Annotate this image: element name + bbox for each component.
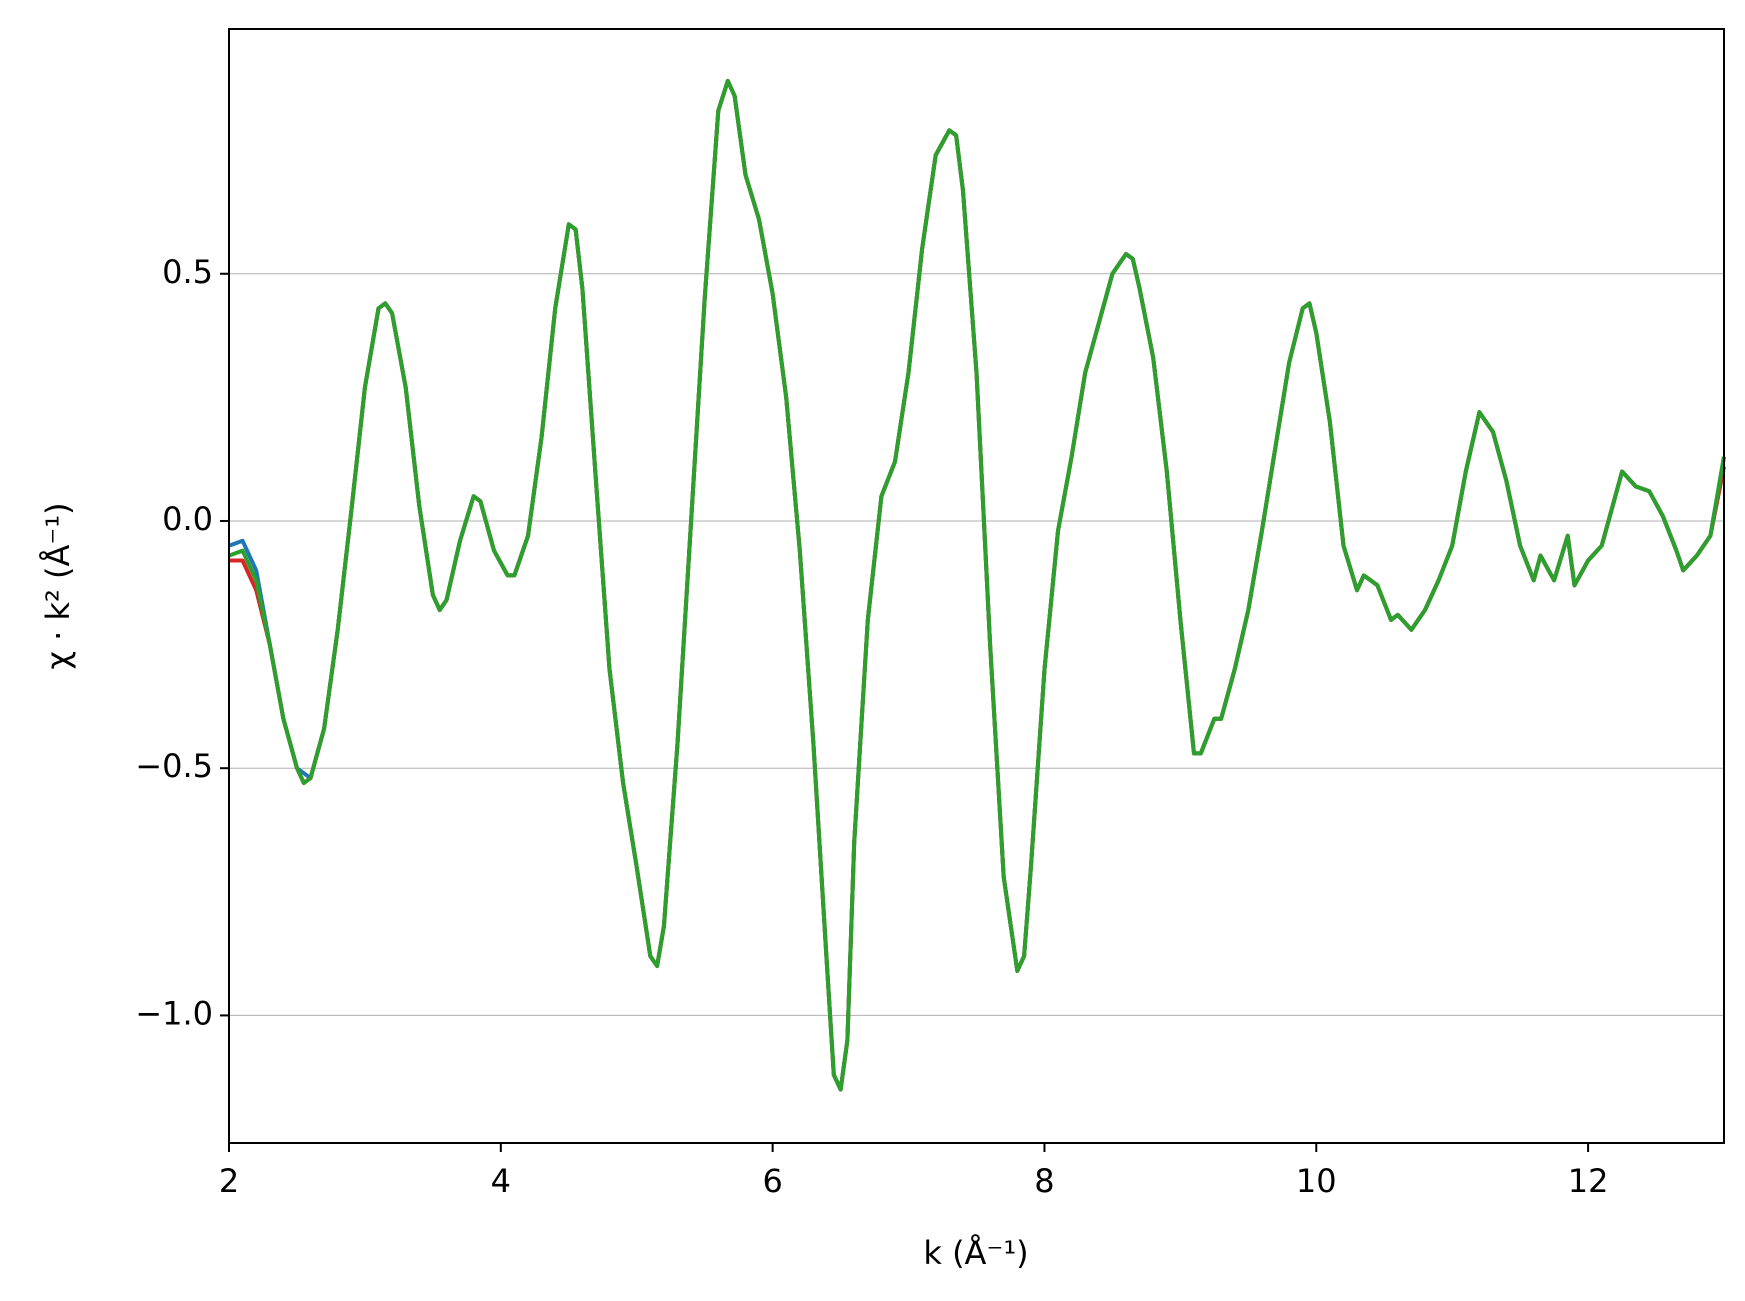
x-tick-label: 2 xyxy=(219,1162,239,1200)
y-tick-label: −0.5 xyxy=(135,747,213,785)
x-tick-label: 6 xyxy=(762,1162,782,1200)
y-tick-label: 0.5 xyxy=(162,253,213,291)
x-axis-label: k (Å⁻¹) xyxy=(923,1234,1028,1272)
y-axis-label: χ · k² (Å⁻¹) xyxy=(39,502,77,669)
x-tick-label: 10 xyxy=(1296,1162,1337,1200)
data-line xyxy=(228,78,1726,1092)
axes: −1.0 −0.5 0.0 0.5 2 4 6 8 10 12 xyxy=(135,253,1608,1200)
plot-frame xyxy=(228,28,1725,1144)
data-line xyxy=(228,78,1726,1092)
y-tick-label: 0.0 xyxy=(162,500,213,538)
x-tick-label: 12 xyxy=(1568,1162,1609,1200)
x-tick-label: 8 xyxy=(1034,1162,1054,1200)
grid xyxy=(229,273,1724,1016)
x-tick-label: 4 xyxy=(491,1162,511,1200)
plot-lines xyxy=(228,78,1726,1092)
data-line xyxy=(229,78,1726,1092)
y-tick-label: −1.0 xyxy=(135,994,213,1032)
